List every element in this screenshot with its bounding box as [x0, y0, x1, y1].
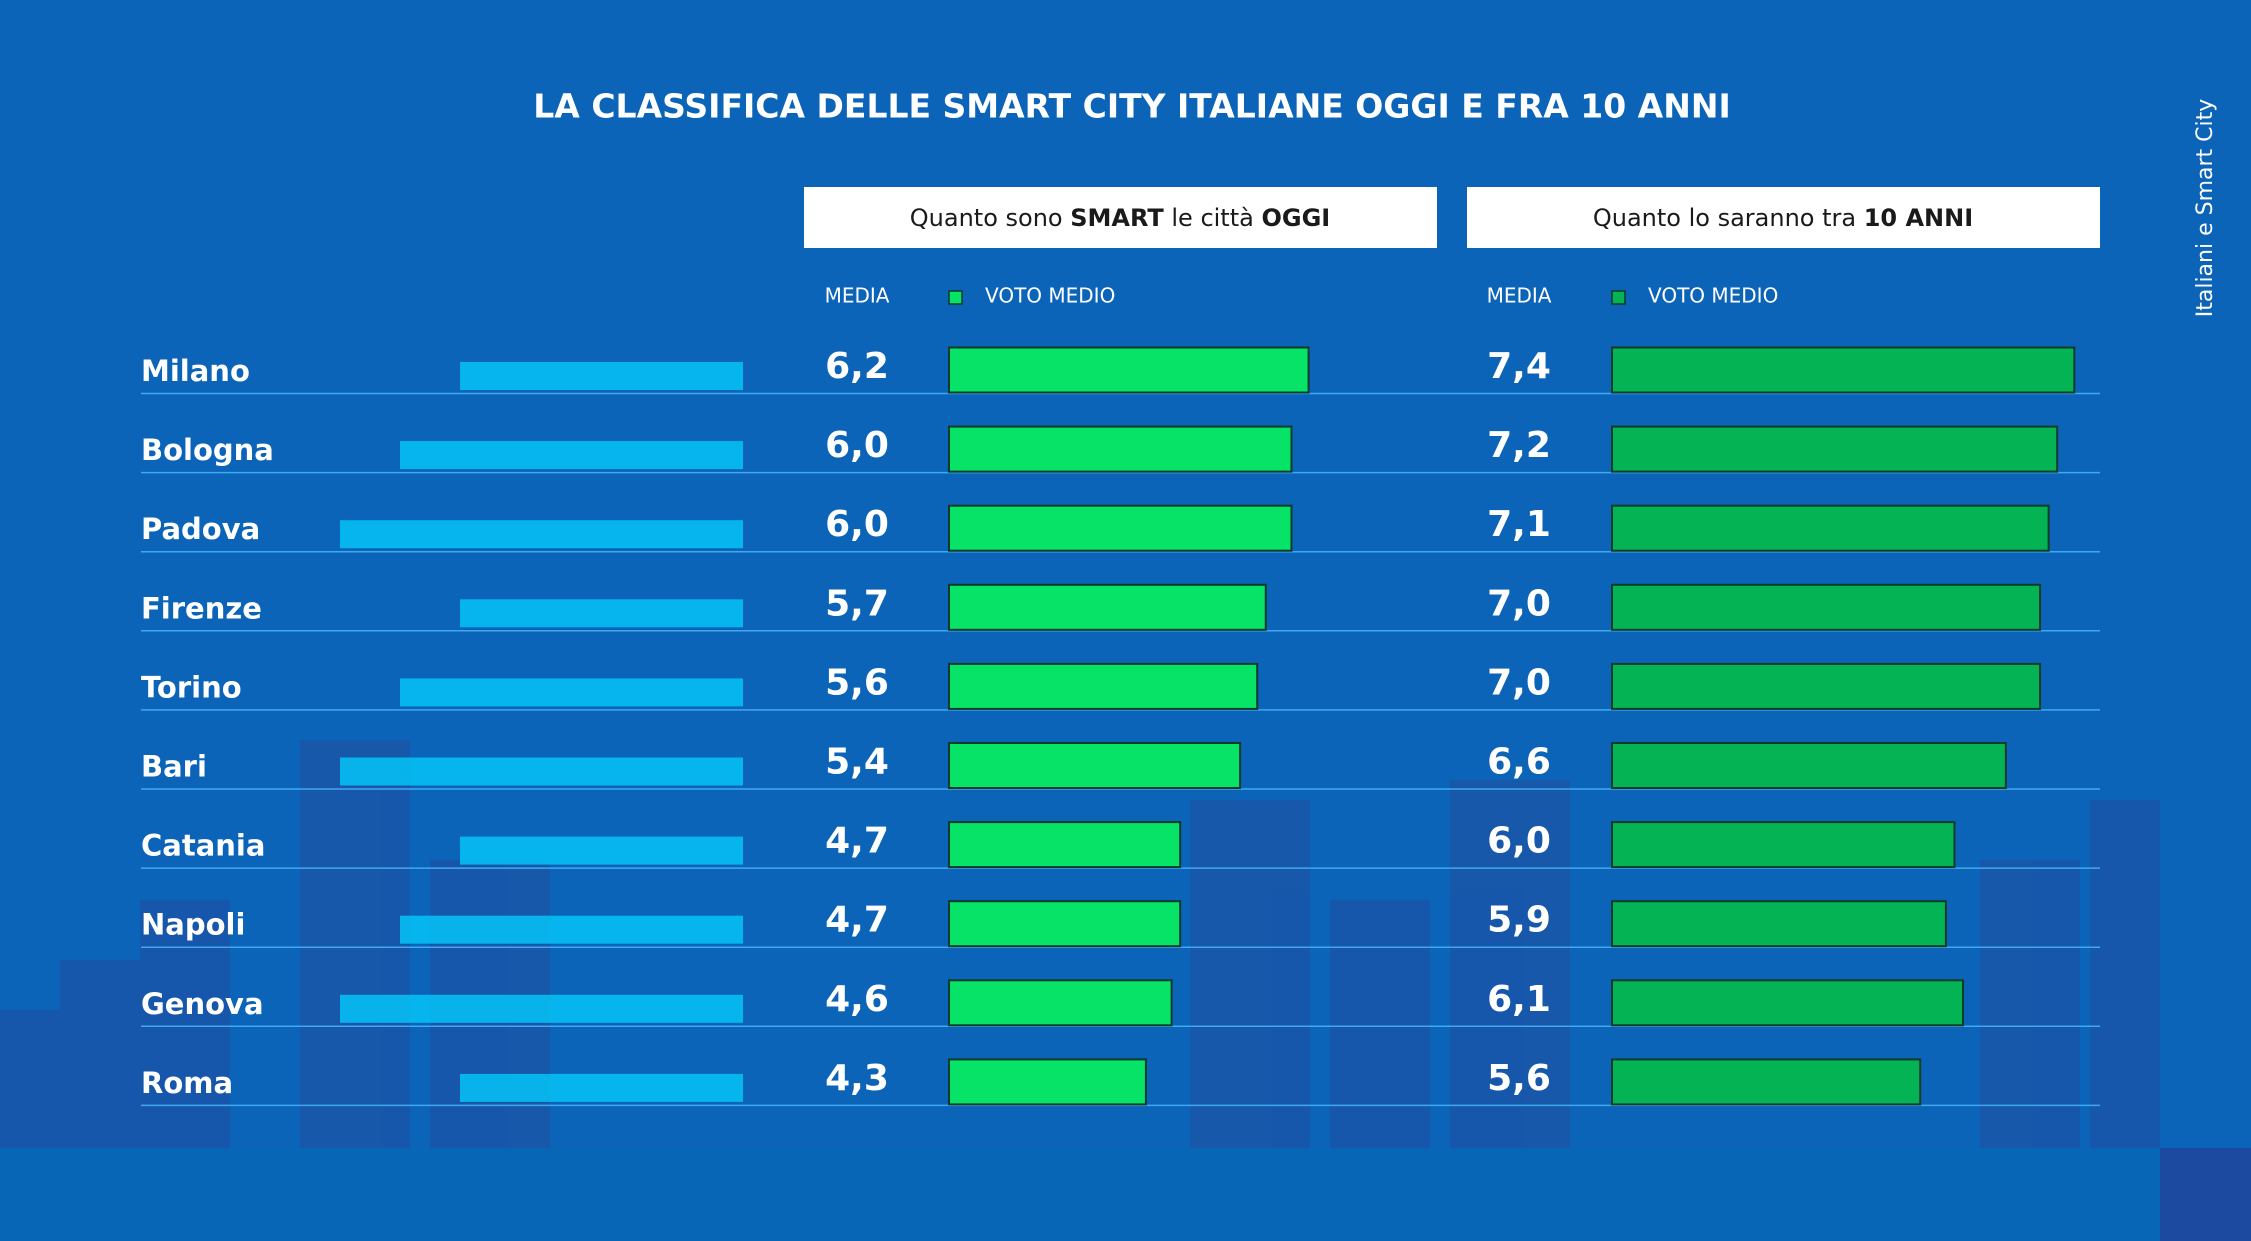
value-label: 5,4 — [825, 742, 889, 783]
value-label: 5,6 — [825, 662, 889, 703]
value-label: 5,9 — [1487, 900, 1551, 941]
city-label: Bologna — [141, 433, 274, 467]
legend-label: VOTO MEDIO — [985, 284, 1115, 308]
panel-header-part: SMART — [1070, 204, 1164, 232]
city-label: Firenze — [141, 591, 262, 625]
value-label: 5,7 — [825, 583, 889, 624]
panel-header-part: 10 ANNI — [1864, 204, 1973, 232]
value-label: 7,0 — [1487, 662, 1551, 703]
city-label: Napoli — [141, 908, 245, 942]
city-label: Bari — [141, 750, 207, 784]
bar — [948, 742, 1242, 789]
bar — [1611, 1058, 1922, 1106]
skyline — [400, 915, 743, 944]
legend-swatch — [948, 290, 963, 305]
value-label: 4,3 — [825, 1058, 889, 1099]
bar — [948, 504, 1293, 552]
value-header: MEDIA — [825, 284, 890, 308]
bar — [1611, 504, 2050, 552]
city-label: Milano — [141, 354, 250, 388]
value-label: 7,4 — [1487, 346, 1551, 387]
bar — [948, 979, 1173, 1027]
bar — [948, 583, 1267, 631]
corner-block — [2160, 1148, 2251, 1241]
bar — [948, 1058, 1147, 1106]
value-label: 7,1 — [1487, 504, 1551, 545]
skyline — [460, 1073, 743, 1102]
skyline — [340, 994, 743, 1023]
bar — [1611, 979, 1965, 1027]
city-label: Padova — [141, 512, 260, 546]
value-label: 7,2 — [1487, 425, 1551, 466]
panel-header-part: Quanto sono — [910, 204, 1070, 232]
value-label: 6,1 — [1487, 979, 1551, 1020]
value-label: 6,0 — [825, 504, 889, 545]
value-label: 6,2 — [825, 346, 889, 387]
value-label: 6,0 — [1487, 821, 1551, 862]
skyline — [460, 362, 743, 390]
bar — [1611, 425, 2059, 473]
skyline — [460, 836, 743, 865]
bar — [1611, 821, 1956, 869]
value-label: 4,7 — [825, 900, 889, 941]
city-label: Genova — [141, 987, 264, 1021]
bar — [1611, 346, 2076, 394]
bar — [948, 425, 1293, 473]
city-label: Torino — [141, 670, 242, 704]
panel-header-box — [1467, 187, 2100, 248]
legend-swatch — [1611, 290, 1626, 305]
panel-header: Quanto lo saranno tra 10 ANNI — [1593, 204, 1973, 232]
skyline — [340, 757, 743, 786]
bar — [948, 821, 1182, 869]
city-label: Catania — [141, 829, 265, 863]
value-label: 6,0 — [825, 425, 889, 466]
skyline — [400, 441, 743, 470]
skyline — [460, 599, 743, 628]
panel-header-box — [804, 187, 1437, 248]
value-label: 4,6 — [825, 979, 889, 1020]
value-label: 6,6 — [1487, 742, 1551, 783]
bar — [1611, 583, 2042, 631]
skyline — [400, 678, 743, 707]
bottom-band — [0, 1148, 2251, 1241]
skyline — [340, 520, 743, 549]
bar — [948, 900, 1182, 948]
value-header: MEDIA — [1487, 284, 1552, 308]
bar — [1611, 742, 2007, 789]
legend-label: VOTO MEDIO — [1648, 284, 1778, 308]
side-note: Italiani e Smart City — [2193, 99, 2218, 318]
panel-header-part: le città — [1164, 204, 1262, 232]
city-label: Roma — [141, 1066, 233, 1100]
panel-header: Quanto sono SMART le città OGGI — [910, 204, 1330, 232]
panel-header-part: OGGI — [1261, 204, 1330, 232]
panel-header-part: Quanto lo saranno tra — [1593, 204, 1864, 232]
chart-title: LA CLASSIFICA DELLE SMART CITY ITALIANE … — [533, 87, 1730, 126]
value-label: 5,6 — [1487, 1058, 1551, 1099]
bar — [948, 346, 1310, 394]
bar — [1611, 900, 1947, 948]
value-label: 4,7 — [825, 821, 889, 862]
bar — [948, 662, 1259, 710]
value-label: 7,0 — [1487, 583, 1551, 624]
bar — [1611, 662, 2042, 710]
